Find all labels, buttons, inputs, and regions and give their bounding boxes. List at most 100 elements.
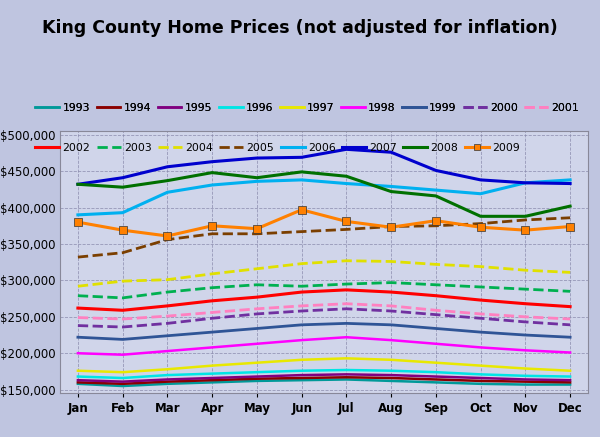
- 2002: [164, 303, 171, 309]
- 2008: [119, 184, 126, 190]
- 2005: [209, 231, 216, 236]
- 1993: [74, 381, 82, 386]
- 1993: [343, 377, 350, 382]
- 1999: [522, 333, 529, 338]
- 2007: [566, 181, 574, 186]
- 2000: [209, 316, 216, 321]
- 2006: [74, 212, 82, 218]
- 2003: [209, 285, 216, 290]
- 2006: [164, 190, 171, 195]
- 2005: [432, 223, 439, 229]
- 2004: [388, 259, 395, 264]
- 2007: [209, 159, 216, 164]
- 1993: [566, 382, 574, 387]
- 2003: [119, 295, 126, 301]
- 2008: [522, 214, 529, 219]
- 2001: [522, 314, 529, 319]
- 2009: [209, 223, 216, 229]
- Line: 1993: 1993: [78, 379, 570, 386]
- 1993: [522, 382, 529, 387]
- 2007: [164, 164, 171, 170]
- 2000: [74, 323, 82, 328]
- 1994: [388, 375, 395, 381]
- 2006: [253, 179, 260, 184]
- 1996: [388, 368, 395, 373]
- 2002: [253, 295, 260, 300]
- 2006: [343, 181, 350, 186]
- 2005: [522, 217, 529, 222]
- Line: 1998: 1998: [78, 337, 570, 355]
- 2005: [253, 231, 260, 236]
- 1995: [164, 377, 171, 382]
- 1996: [522, 373, 529, 378]
- Line: 1996: 1996: [78, 370, 570, 378]
- 1997: [432, 360, 439, 365]
- 1997: [522, 366, 529, 371]
- 2005: [388, 224, 395, 229]
- 2004: [298, 261, 305, 266]
- 2004: [74, 284, 82, 289]
- Line: 2000: 2000: [78, 309, 570, 327]
- 2000: [432, 312, 439, 317]
- 1998: [209, 345, 216, 350]
- 2006: [209, 182, 216, 187]
- 2009: [119, 228, 126, 233]
- 1998: [477, 345, 484, 350]
- 2002: [209, 298, 216, 303]
- 1999: [209, 329, 216, 335]
- 2002: [74, 305, 82, 311]
- 2001: [343, 301, 350, 306]
- 1996: [253, 370, 260, 375]
- 1997: [388, 357, 395, 362]
- 2009: [522, 228, 529, 233]
- 2000: [164, 321, 171, 326]
- 2006: [522, 180, 529, 185]
- 2000: [522, 319, 529, 325]
- 1994: [432, 377, 439, 382]
- 2006: [298, 177, 305, 183]
- 1995: [432, 374, 439, 379]
- 2003: [253, 282, 260, 288]
- 1993: [209, 380, 216, 385]
- 2003: [164, 289, 171, 295]
- 1995: [388, 372, 395, 378]
- 2001: [209, 310, 216, 315]
- 2001: [477, 311, 484, 316]
- 2001: [432, 308, 439, 313]
- 1994: [164, 379, 171, 384]
- 1994: [253, 376, 260, 382]
- 2003: [298, 284, 305, 289]
- 2008: [209, 170, 216, 175]
- 1994: [343, 375, 350, 380]
- 1998: [388, 337, 395, 343]
- 1996: [477, 372, 484, 377]
- 1996: [74, 374, 82, 379]
- 2004: [566, 270, 574, 275]
- 2005: [566, 215, 574, 220]
- 2003: [566, 289, 574, 294]
- 1999: [432, 326, 439, 331]
- 2009: [253, 226, 260, 231]
- 2001: [253, 306, 260, 312]
- 1997: [119, 370, 126, 375]
- 1995: [477, 375, 484, 381]
- Line: 2008: 2008: [78, 172, 570, 216]
- 1997: [566, 368, 574, 373]
- 2005: [477, 221, 484, 226]
- 2008: [164, 178, 171, 183]
- 2006: [477, 191, 484, 196]
- Line: 1999: 1999: [78, 323, 570, 340]
- 2001: [388, 303, 395, 309]
- 1999: [388, 322, 395, 327]
- 1999: [477, 329, 484, 335]
- 2004: [477, 264, 484, 269]
- 2000: [566, 322, 574, 327]
- 1997: [164, 367, 171, 372]
- 2004: [253, 266, 260, 271]
- 1994: [209, 378, 216, 383]
- 2008: [477, 214, 484, 219]
- 1993: [388, 378, 395, 384]
- Line: 2007: 2007: [78, 149, 570, 184]
- Line: 1994: 1994: [78, 377, 570, 384]
- 2000: [253, 311, 260, 316]
